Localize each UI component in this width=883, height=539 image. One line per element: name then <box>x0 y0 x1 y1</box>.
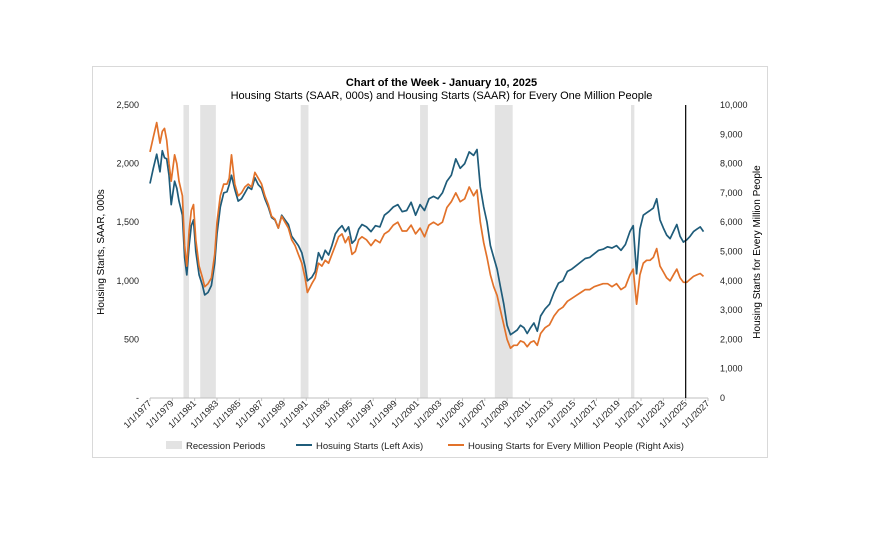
y-tick-label: - <box>136 393 139 403</box>
legend-recession-swatch <box>166 441 182 449</box>
y-tick-label: 2,000 <box>116 159 139 169</box>
legend-per-million-label: Housing Starts for Every Million People … <box>468 441 684 452</box>
y2-tick-label: 8,000 <box>720 159 743 169</box>
y2-tick-label: 10,000 <box>720 100 748 110</box>
per-million-line <box>149 121 705 350</box>
chart-title: Chart of the Week - January 10, 2025 <box>345 77 538 89</box>
recession-band-0 <box>183 105 190 398</box>
recession-band-3 <box>420 105 428 398</box>
legend-recession-label: Recession Periods <box>186 441 265 452</box>
y-axis-label: Housing Starts, SAAR, 000s <box>96 189 107 315</box>
y2-tick-label: 0 <box>720 393 725 403</box>
recession-band-5 <box>630 105 635 398</box>
legend-starts-label: Hosuing Starts (Left Axis) <box>316 441 423 452</box>
y2-tick-label: 7,000 <box>720 188 743 198</box>
y-tick-label: 500 <box>124 334 139 344</box>
recession-band-2 <box>300 105 309 398</box>
chart-subtitle: Housing Starts (SAAR, 000s) and Housing … <box>230 90 653 102</box>
y-tick-label: 1,000 <box>116 276 139 286</box>
recession-band-1 <box>200 105 216 398</box>
y-tick-label: 1,500 <box>116 217 139 227</box>
y2-axis-label: Housing Starts for Every Million People <box>752 165 763 339</box>
recession-bands <box>183 105 635 398</box>
legend: Recession Periods Hosuing Starts (Left A… <box>166 441 684 452</box>
housing-starts-line <box>149 148 705 336</box>
y2-tick-label: 6,000 <box>720 217 743 227</box>
y2-tick-label: 4,000 <box>720 276 743 286</box>
y2-tick-label: 5,000 <box>720 247 743 257</box>
y2-tick-label: 2,000 <box>720 334 743 344</box>
y2-tick-label: 9,000 <box>720 129 743 139</box>
recession-band-4 <box>494 105 513 398</box>
series-lines <box>149 105 705 398</box>
y2-tick-label: 1,000 <box>720 364 743 374</box>
y-tick-label: 2,500 <box>116 100 139 110</box>
y2-tick-label: 3,000 <box>720 305 743 315</box>
